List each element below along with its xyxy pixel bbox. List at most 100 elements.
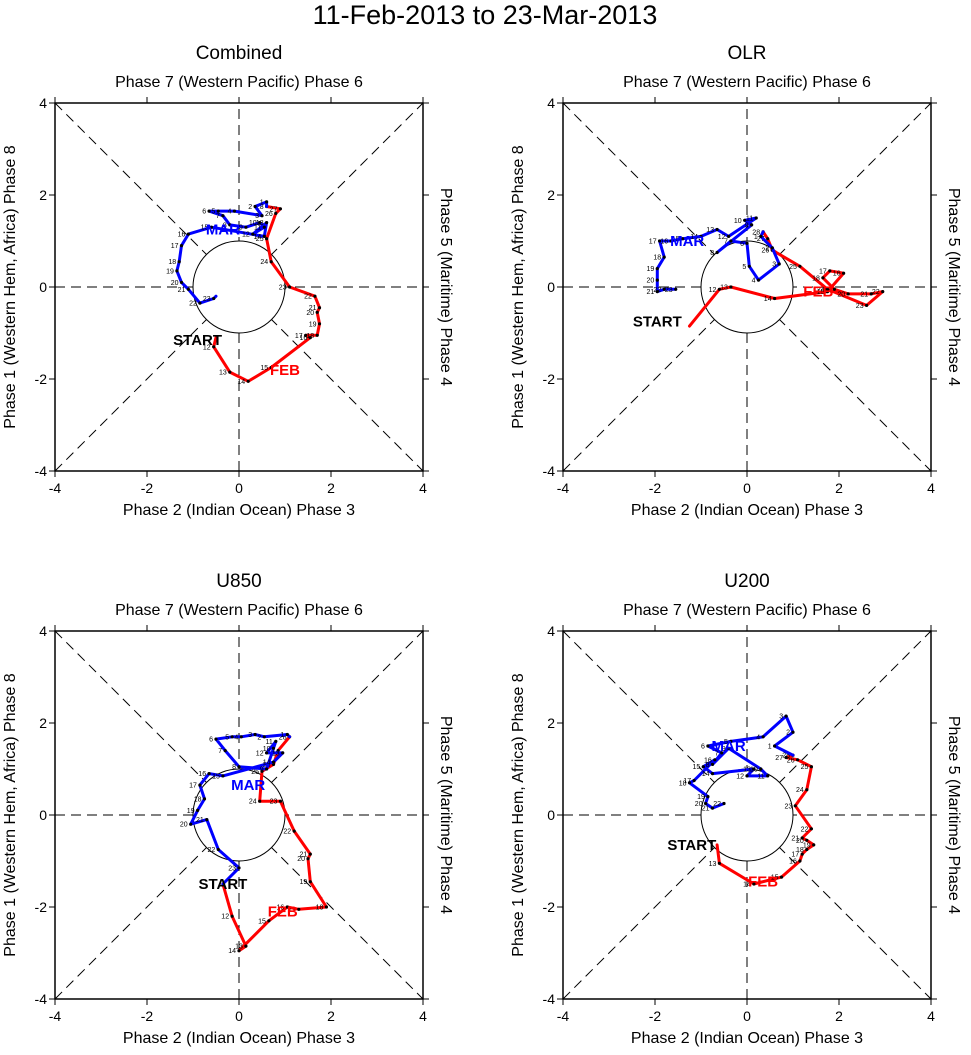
day-label: 19 <box>166 268 174 275</box>
day-label: 19 <box>803 842 811 849</box>
day-label: 6 <box>740 241 744 248</box>
day-label: 12 <box>203 344 211 351</box>
day-label: 20 <box>647 278 655 285</box>
x-tick-label: 0 <box>743 480 751 496</box>
day-label: 13 <box>272 750 280 757</box>
data-point <box>692 778 696 783</box>
day-label: 24 <box>796 787 804 794</box>
day-label: 22 <box>189 301 197 308</box>
data-point <box>655 278 659 282</box>
data-point <box>189 822 193 826</box>
day-label: 22 <box>304 294 312 301</box>
day-label: 20 <box>297 856 305 863</box>
day-label: 14 <box>254 234 262 241</box>
day-label: 15 <box>817 289 825 296</box>
x-tick-label: 2 <box>835 480 843 496</box>
y-tick-label: 2 <box>547 187 555 203</box>
y-tick-label: 0 <box>547 807 555 823</box>
start-label: START <box>198 876 247 893</box>
day-label: 11 <box>746 216 753 223</box>
day-label: 24 <box>260 259 268 266</box>
data-point <box>750 223 754 227</box>
x-tick-label: -4 <box>49 480 62 496</box>
data-point <box>761 735 765 739</box>
data-point <box>701 765 705 769</box>
day-label: 14 <box>743 882 751 889</box>
y-tick-label: 0 <box>39 279 47 295</box>
data-point <box>713 758 717 762</box>
day-label: 18 <box>306 333 314 340</box>
x-tick-label: 4 <box>927 1008 935 1024</box>
day-label: 6 <box>202 209 206 216</box>
day-label: 13 <box>256 220 264 227</box>
data-point <box>800 836 804 840</box>
day-label: 25 <box>789 264 797 271</box>
x-tick-label: 2 <box>835 1008 843 1024</box>
day-label: 12 <box>718 234 726 241</box>
day-label: 15 <box>672 236 680 243</box>
panel-u850: U850 Phase 7 (Western Pacific) Phase 6 Pha… <box>2 571 454 1047</box>
y-tick-label: 4 <box>39 95 47 111</box>
bottom-axis-label: Phase 2 (Indian Ocean) Phase 3 <box>123 502 355 519</box>
month-label-feb: FEB <box>748 874 778 891</box>
right-axis-label: Phase 5 (Maritime) Phase 4 <box>437 716 454 914</box>
day-label: 12 <box>256 750 264 757</box>
x-tick-label: -4 <box>49 1008 62 1024</box>
panel-title: U850 <box>216 571 261 592</box>
data-point <box>237 866 241 870</box>
data-point <box>271 760 276 764</box>
day-label: 4 <box>752 278 756 285</box>
day-label: 8 <box>223 222 227 229</box>
day-label: 28 <box>279 734 287 741</box>
data-point <box>228 223 232 227</box>
data-point <box>317 306 322 310</box>
y-tick-label: -4 <box>543 991 556 1007</box>
data-point <box>177 260 181 264</box>
data-point <box>315 333 319 337</box>
day-label: 17 <box>683 778 691 785</box>
data-point <box>265 200 269 204</box>
x-tick-label: 0 <box>235 480 243 496</box>
day-label: 17 <box>189 783 197 790</box>
day-label: 16 <box>300 335 308 342</box>
data-point <box>754 216 758 220</box>
day-label: 22 <box>653 287 661 294</box>
day-label: 14 <box>228 948 236 955</box>
data-point <box>779 875 784 879</box>
day-label: 9 <box>239 225 243 232</box>
data-point <box>681 237 685 241</box>
day-label: 11 <box>266 739 273 746</box>
panel-title: U200 <box>724 571 769 592</box>
day-label: 10 <box>249 220 257 227</box>
data-point <box>793 804 797 808</box>
x-tick-label: 2 <box>327 480 335 496</box>
data-point <box>777 262 781 266</box>
data-point <box>805 788 809 792</box>
data-point <box>752 882 756 886</box>
data-point <box>773 296 777 301</box>
top-axis-label: Phase 7 (Western Pacific) Phase 6 <box>623 74 871 91</box>
day-label: 9 <box>745 222 749 229</box>
y-tick-label: 0 <box>39 807 47 823</box>
day-label: 8 <box>232 764 236 771</box>
day-label: 11 <box>757 773 764 780</box>
data-point <box>773 744 777 748</box>
day-label: 16 <box>660 239 668 246</box>
x-tick-label: -2 <box>141 1008 154 1024</box>
data-point <box>251 232 255 236</box>
x-tick-label: -2 <box>649 480 662 496</box>
data-point <box>232 209 236 213</box>
data-point <box>216 209 220 213</box>
data-point <box>800 852 804 856</box>
y-tick-label: -4 <box>35 991 48 1007</box>
month-label-feb: FEB <box>268 904 298 921</box>
day-label: 23 <box>665 287 673 294</box>
day-label: 25 <box>251 769 259 776</box>
data-point <box>710 806 715 810</box>
data-point <box>745 774 749 778</box>
day-label: 6 <box>209 737 213 744</box>
data-point <box>766 774 770 778</box>
data-point <box>281 751 285 755</box>
data-point <box>727 746 731 750</box>
right-axis-label: Phase 5 (Maritime) Phase 4 <box>945 716 962 914</box>
